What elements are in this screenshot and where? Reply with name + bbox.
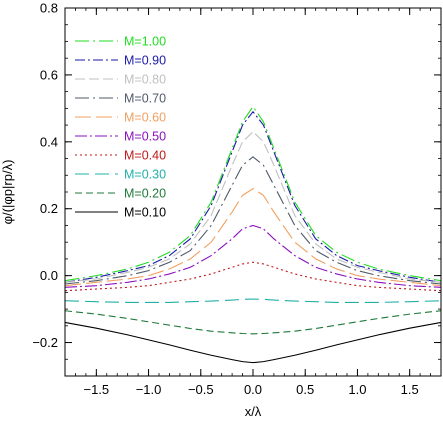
x-tick-label: 0.0 (244, 382, 262, 397)
y-tick-label: 0.4 (40, 134, 58, 149)
plot-frame (64, 7, 442, 377)
x-tick-label: −0.5 (188, 382, 214, 397)
series-line-m090 (64, 110, 442, 283)
series-line-m050 (64, 224, 442, 288)
legend-label: M=0.10 (124, 206, 166, 220)
legend-label: M=0.30 (124, 168, 166, 182)
x-tick-label: 0.5 (296, 382, 314, 397)
series-lines (64, 105, 442, 364)
y-tick-label: 0.6 (40, 67, 58, 82)
x-tick-label: 1.5 (401, 382, 419, 397)
y-tick-label: 0.8 (40, 1, 58, 16)
legend: M=1.00 M=0.90 M=0.80 M=0.70 M=0.60 M=0.50 M=0.… (75, 35, 166, 220)
legend-label: M=0.60 (124, 111, 166, 125)
y-tick-label: 0.0 (40, 268, 58, 283)
x-tick-label: −1.5 (83, 382, 109, 397)
legend-label: M=0.50 (124, 130, 166, 144)
x-tick-label: 1.0 (348, 382, 366, 397)
x-tick-label: −1.0 (136, 382, 162, 397)
y-tick-label: 0.2 (40, 201, 58, 216)
series-line-m070 (64, 156, 442, 285)
series-line-m040 (64, 261, 442, 292)
series-line-m020 (64, 310, 442, 335)
x-axis-label: x/λ (245, 404, 262, 419)
legend-label: M=0.90 (124, 54, 166, 68)
y-axis-label: φ/(|φp|rp/λ) (0, 160, 15, 225)
legend-label: M=0.20 (124, 187, 166, 201)
legend-label: M=0.70 (124, 92, 166, 106)
series-line-m080 (64, 131, 442, 283)
series-line-m030 (64, 298, 442, 303)
series-line-m060 (64, 187, 442, 287)
y-tick-label: −0.2 (32, 335, 58, 350)
legend-label: M=1.00 (124, 35, 166, 49)
legend-label: M=0.40 (124, 149, 166, 163)
axis-ticks: −1.5 −1.0 −0.5 0.0 0.5 1.0 1.5 −0.2 0.0 0.2 0.4 0.6… (32, 1, 442, 397)
series-line-m100 (64, 105, 442, 282)
series-line-m010 (64, 321, 442, 364)
legend-label: M=0.80 (124, 73, 166, 87)
